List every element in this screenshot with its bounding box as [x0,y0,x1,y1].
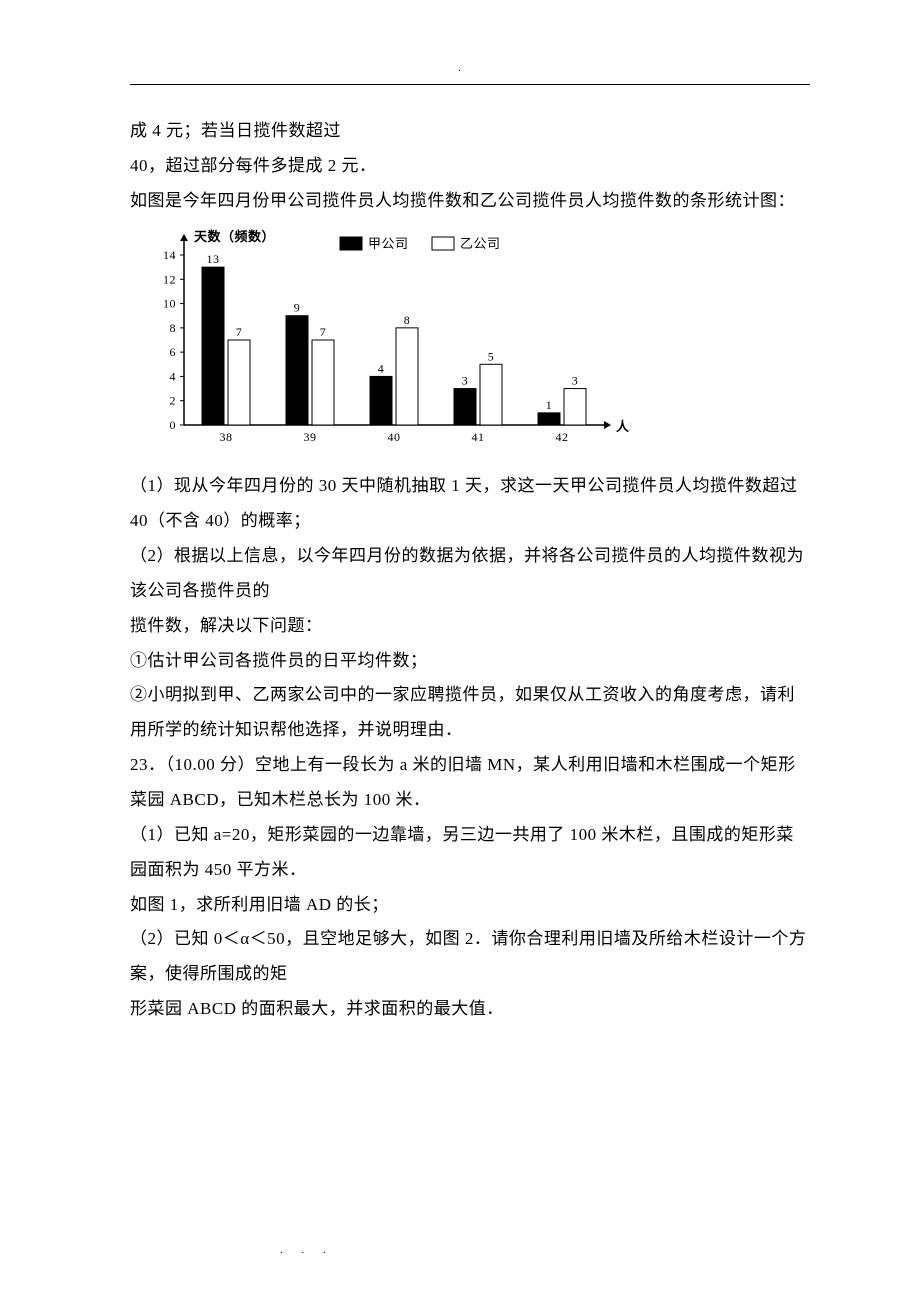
svg-text:41: 41 [472,430,485,444]
para: （1）已知 a=20，矩形菜园的一边靠墙，另三边一共用了 100 米木栏，且围成… [130,818,810,888]
svg-text:3: 3 [462,373,469,387]
para: 如图是今年四月份甲公司揽件员人均揽件数和乙公司揽件员人均揽件数的条形统计图： [130,184,810,219]
para: 揽件数，解决以下问题： [130,609,810,644]
para: 成 4 元；若当日揽件数超过 [130,114,810,149]
svg-text:40: 40 [388,430,401,444]
svg-text:38: 38 [220,430,233,444]
svg-text:8: 8 [170,320,177,334]
para: 23．（10.00 分）空地上有一段长为 a 米的旧墙 MN，某人利用旧墙和木栏… [130,748,810,818]
para: （2）已知 0＜α＜50，且空地足够大，如图 2．请你合理利用旧墙及所给木栏设计… [130,922,810,992]
document-body: 成 4 元；若当日揽件数超过 40，超过部分每件多提成 2 元． 如图是今年四月… [130,114,810,1027]
svg-text:3: 3 [572,373,579,387]
para: （1）现从今年四月份的 30 天中随机抽取 1 天，求这一天甲公司揽件员人均揽件… [130,469,810,539]
para: （2）根据以上信息，以今年四月份的数据为依据，并将各公司揽件员的人均揽件数视为该… [130,539,810,609]
para: 形菜园 ABCD 的面积最大，并求面积的最大值． [130,992,810,1027]
svg-text:6: 6 [170,345,177,359]
svg-text:人均揽件数: 人均揽件数 [616,419,630,434]
para: ①估计甲公司各揽件员的日平均件数； [130,644,810,679]
svg-text:14: 14 [163,248,176,262]
svg-text:甲公司: 甲公司 [368,236,409,251]
svg-text:39: 39 [304,430,317,444]
svg-text:13: 13 [207,252,220,266]
svg-text:乙公司: 乙公司 [460,236,501,251]
svg-text:9: 9 [294,300,301,314]
svg-text:8: 8 [404,312,411,326]
header-rule [130,84,810,85]
bar-chart-svg: 天数（频数）02468101214人均揽件数甲公司乙公司137389739484… [130,225,630,453]
svg-text:42: 42 [556,430,569,444]
bar-chart: 天数（频数）02468101214人均揽件数甲公司乙公司137389739484… [130,225,810,466]
page: . 成 4 元；若当日揽件数超过 40，超过部分每件多提成 2 元． 如图是今年… [0,0,920,1302]
svg-text:12: 12 [163,272,176,286]
svg-text:4: 4 [170,369,177,383]
svg-text:5: 5 [488,349,495,363]
svg-text:7: 7 [320,325,327,339]
svg-text:0: 0 [170,418,177,432]
footer-dots: . . . [280,1244,334,1256]
para: 40，超过部分每件多提成 2 元． [130,149,810,184]
svg-text:天数（频数）: 天数（频数） [194,229,275,244]
svg-text:2: 2 [170,393,177,407]
svg-text:1: 1 [546,397,553,411]
para: ②小明拟到甲、乙两家公司中的一家应聘揽件员，如果仅从工资收入的角度考虑，请利用所… [130,678,810,748]
svg-text:10: 10 [163,296,176,310]
header-dot: . [458,62,462,74]
svg-text:4: 4 [378,361,385,375]
para: 如图 1，求所利用旧墙 AD 的长； [130,888,810,923]
svg-text:7: 7 [236,325,243,339]
